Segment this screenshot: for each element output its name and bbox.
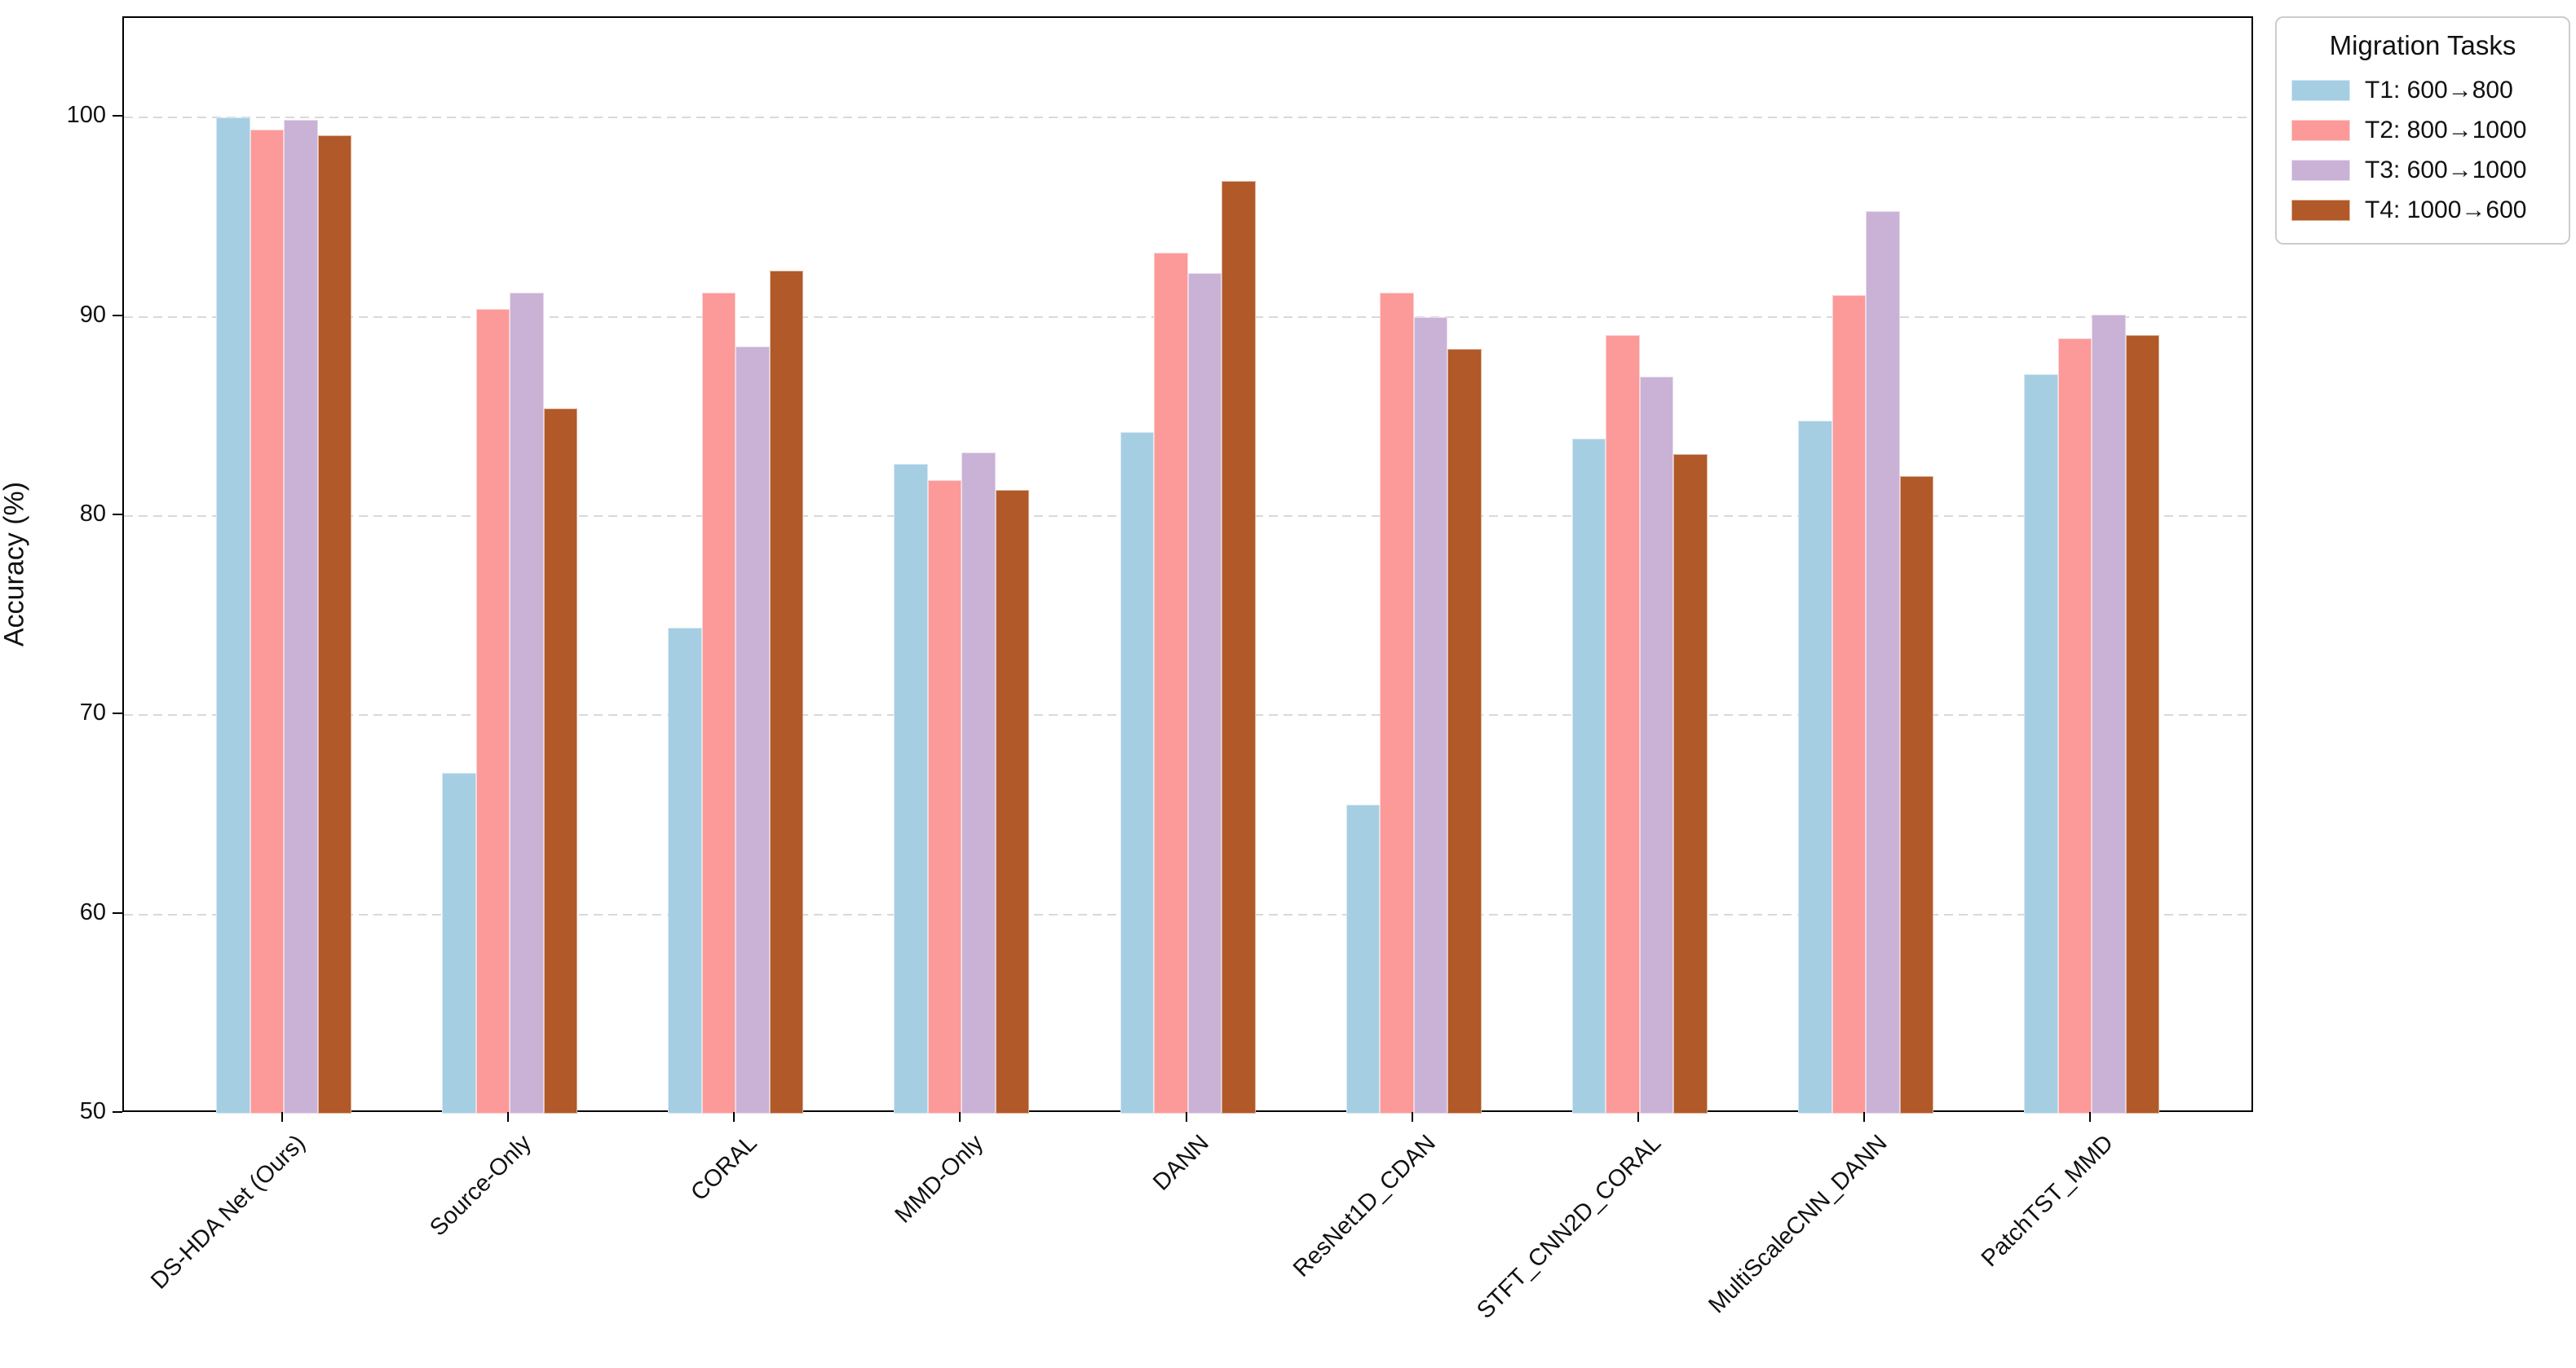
bar-1-dann xyxy=(1120,432,1155,1114)
x-tick-mark-5 xyxy=(1411,1112,1413,1122)
bar-2-coral xyxy=(701,293,736,1114)
bar-3-multiscalecnn-dann xyxy=(1866,211,1900,1114)
bar-4-coral xyxy=(769,271,804,1114)
x-tick-mark-0 xyxy=(281,1112,283,1122)
legend-item-2: T2: 800→1000 xyxy=(2291,110,2554,150)
x-tick-label-text-2: CORAL xyxy=(686,1130,762,1207)
bar-4-source-only xyxy=(543,408,578,1114)
plot-area xyxy=(122,16,2253,1114)
bar-1-coral xyxy=(668,627,702,1114)
bar-2-stft-cnn2d-coral xyxy=(1606,334,1640,1114)
legend-label-3: T3: 600→1000 xyxy=(2365,156,2527,183)
x-tick-mark-6 xyxy=(1637,1112,1639,1122)
bar-4-ds-hda-net-ours- xyxy=(317,135,351,1114)
x-tick-mark-8 xyxy=(2089,1112,2092,1122)
y-tick-mark-90 xyxy=(113,314,122,316)
legend-swatch-1 xyxy=(2291,79,2350,101)
legend-label-1: T1: 600→800 xyxy=(2365,76,2513,104)
legend-swatch-2 xyxy=(2291,119,2350,141)
x-tick-label-text-4: DANN xyxy=(1148,1130,1215,1196)
legend-item-4: T4: 1000→600 xyxy=(2291,190,2554,230)
legend-label-4: T4: 1000→600 xyxy=(2365,196,2527,223)
bar-2-mmd-only xyxy=(927,479,962,1114)
y-tick-label-50: 50 xyxy=(79,1098,106,1124)
bar-2-patchtst-mmd xyxy=(2057,338,2092,1114)
y-tick-mark-50 xyxy=(113,1111,122,1113)
y-tick-label-60: 60 xyxy=(79,898,106,925)
bar-1-stft-cnn2d-coral xyxy=(1571,438,1606,1114)
y-tick-mark-100 xyxy=(113,115,122,117)
y-tick-mark-70 xyxy=(113,713,122,715)
x-tick-label-text-7: MultiScaleCNN_DANN xyxy=(1703,1130,1893,1319)
bar-3-resnet1d-cdan xyxy=(1413,316,1448,1114)
gridline-y-100 xyxy=(124,117,2251,119)
y-tick-label-80: 80 xyxy=(79,500,106,527)
legend-item-3: T3: 600→1000 xyxy=(2291,150,2554,190)
bar-1-multiscalecnn-dann xyxy=(1798,420,1832,1114)
legend-label-2: T2: 800→1000 xyxy=(2365,116,2527,143)
bar-1-patchtst-mmd xyxy=(2024,374,2058,1114)
bar-4-patchtst-mmd xyxy=(2125,334,2160,1114)
bar-2-resnet1d-cdan xyxy=(1380,293,1414,1114)
x-tick-label-text-5: ResNet1D_CDAN xyxy=(1288,1130,1441,1282)
bar-3-mmd-only xyxy=(961,452,996,1114)
bar-2-dann xyxy=(1154,253,1188,1114)
bar-3-ds-hda-net-ours- xyxy=(284,119,318,1114)
bar-3-dann xyxy=(1187,272,1222,1114)
legend-box: Migration Tasks T1: 600→800 T2: 800→1000 T… xyxy=(2275,16,2570,245)
x-tick-mark-3 xyxy=(959,1112,961,1122)
bar-1-resnet1d-cdan xyxy=(1345,805,1381,1114)
y-tick-mark-60 xyxy=(113,911,122,914)
bar-4-stft-cnn2d-coral xyxy=(1673,454,1708,1114)
bar-4-dann xyxy=(1222,181,1256,1114)
legend-items: T1: 600→800 T2: 800→1000 T3: 600→1000 T4: 1… xyxy=(2291,70,2554,230)
bar-3-source-only xyxy=(510,293,544,1114)
y-axis-title-text: Accuracy (%) xyxy=(0,481,30,647)
bar-2-source-only xyxy=(475,308,510,1114)
legend-item-1: T1: 600→800 xyxy=(2291,70,2554,110)
y-tick-label-70: 70 xyxy=(79,699,106,726)
bar-2-ds-hda-net-ours- xyxy=(250,129,284,1114)
x-tick-label-text-8: PatchTST_MMD xyxy=(1976,1130,2119,1273)
x-tick-mark-1 xyxy=(507,1112,510,1122)
bar-4-multiscalecnn-dann xyxy=(1899,476,1934,1114)
bar-3-coral xyxy=(736,346,770,1114)
y-tick-label-100: 100 xyxy=(66,102,106,129)
y-tick-label-90: 90 xyxy=(79,301,106,328)
x-tick-mark-2 xyxy=(733,1112,736,1122)
bar-2-multiscalecnn-dann xyxy=(1831,294,1867,1114)
x-tick-label-text-1: Source-Only xyxy=(425,1130,537,1242)
x-tick-label-text-6: STFT_CNN2D_CORAL xyxy=(1472,1130,1667,1324)
bar-4-resnet1d-cdan xyxy=(1447,348,1482,1114)
x-tick-label-text-3: MMD-Only xyxy=(890,1130,989,1229)
bar-4-mmd-only xyxy=(995,490,1030,1114)
bar-1-ds-hda-net-ours- xyxy=(216,117,250,1114)
legend-title: Migration Tasks xyxy=(2329,30,2516,60)
bar-3-patchtst-mmd xyxy=(2092,315,2126,1114)
bar-3-stft-cnn2d-coral xyxy=(1639,376,1674,1114)
legend-swatch-4 xyxy=(2291,199,2350,221)
bar-1-source-only xyxy=(442,773,476,1114)
bar-1-mmd-only xyxy=(894,464,928,1114)
y-tick-mark-80 xyxy=(113,513,122,515)
x-tick-mark-4 xyxy=(1185,1112,1187,1122)
x-tick-mark-7 xyxy=(1863,1112,1866,1122)
x-tick-label-text-0: DS-HDA Net (Ours) xyxy=(146,1130,311,1295)
legend-swatch-3 xyxy=(2291,159,2350,181)
